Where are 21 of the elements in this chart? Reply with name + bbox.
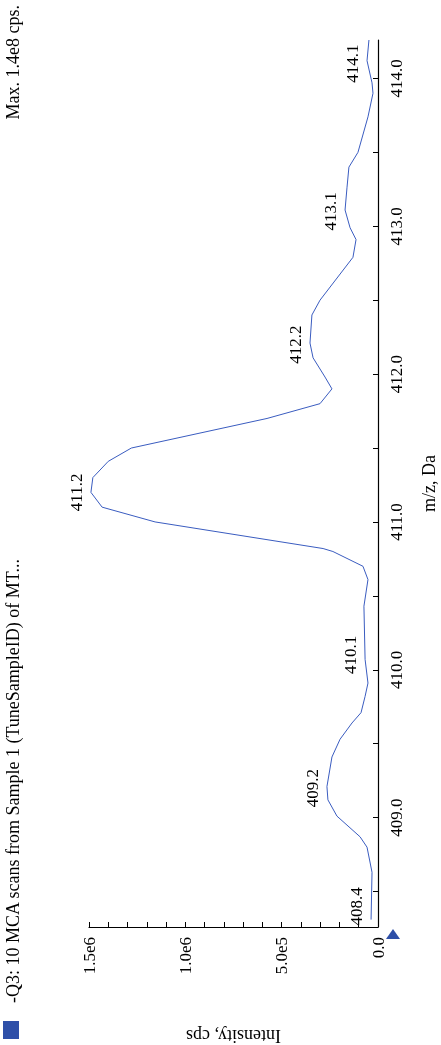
- annotation: 414.1: [343, 44, 363, 83]
- annotation: 410.1: [341, 635, 361, 675]
- annotation: 412.2: [285, 325, 305, 364]
- y-tick-label: 411.0: [387, 503, 406, 541]
- text: -Q3: 10 MCA scans from Sample 1 (TuneSampleID) of MT...: [3, 559, 24, 1003]
- x-tick-label: 5.0e5: [272, 937, 292, 975]
- y-tick-label: 410.0: [387, 650, 406, 689]
- x-tick-label: 1.0e6: [175, 937, 195, 975]
- x-axis-title: Intensity, cps: [186, 1026, 281, 1045]
- annotation: 411.2: [66, 473, 86, 512]
- y-tick-label: 409.0: [387, 798, 406, 837]
- y-tick-label: 412.0: [387, 354, 406, 394]
- annotation: 409.2: [302, 768, 322, 808]
- y-tick-label: 413.0: [387, 207, 406, 246]
- annotation: 413.1: [321, 192, 341, 231]
- y-tick-label: 414.0: [387, 59, 406, 98]
- annotation: 408.4: [347, 886, 367, 926]
- x-tick-label: 0.0: [368, 937, 388, 959]
- y-axis-title: m/z, Da: [419, 455, 439, 512]
- text: Max. 1.4e8 cps.: [3, 5, 23, 120]
- x-tick-label: 1.5e6: [79, 937, 99, 975]
